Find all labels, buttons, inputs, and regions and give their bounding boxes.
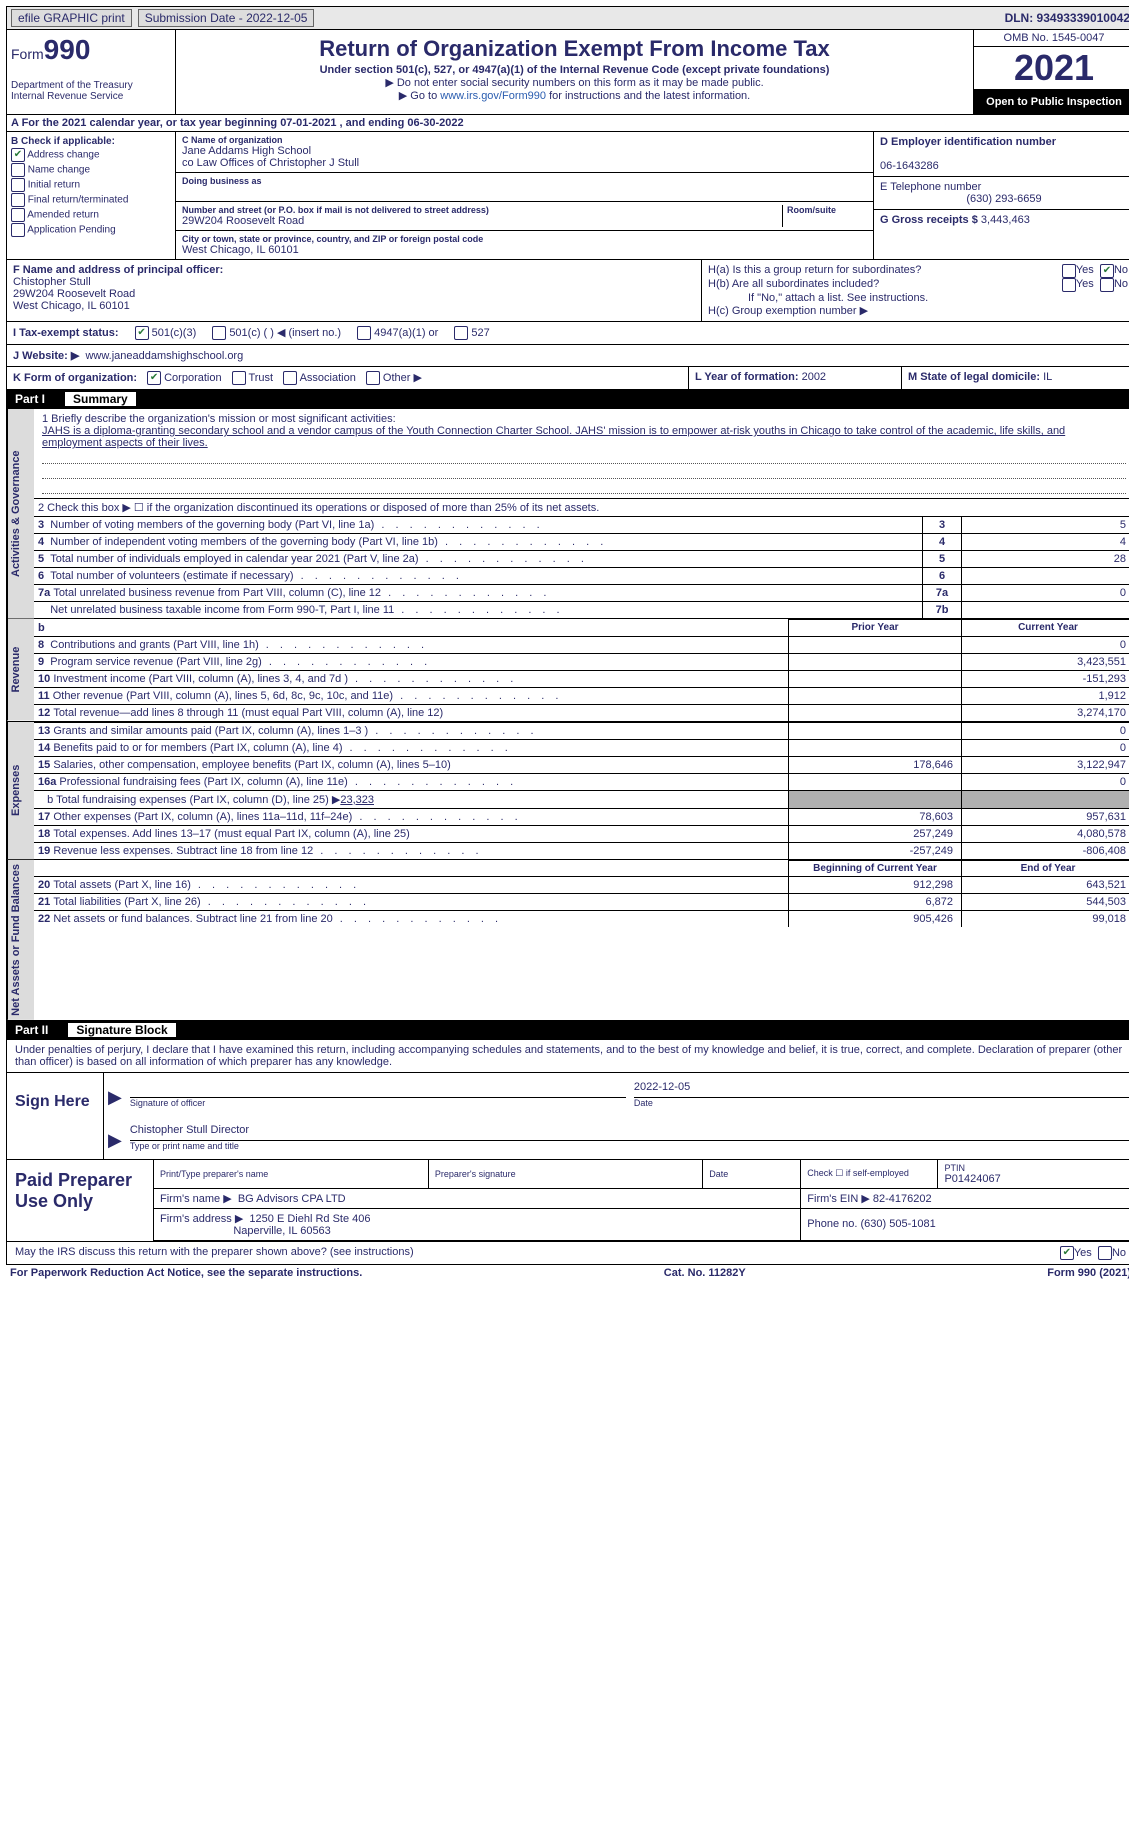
top-toolbar: efile GRAPHIC print Submission Date - 20… — [6, 6, 1129, 30]
association-checkbox[interactable] — [283, 371, 297, 385]
net-assets-tab: Net Assets or Fund Balances — [7, 860, 34, 1020]
expenses-table: 13 Grants and similar amounts paid (Part… — [34, 722, 1129, 859]
ha-yes-checkbox[interactable] — [1062, 264, 1076, 278]
ha-no-checkbox[interactable] — [1100, 264, 1114, 278]
other-checkbox[interactable] — [366, 371, 380, 385]
527-checkbox[interactable] — [454, 326, 468, 340]
sign-here-block: Sign Here ▶ Signature of officer 2022-12… — [6, 1073, 1129, 1160]
activities-governance-section: Activities & Governance 1 Briefly descri… — [6, 409, 1129, 619]
section-b: B Check if applicable: Address change Na… — [7, 132, 176, 259]
irs-link[interactable]: www.irs.gov/Form990 — [440, 90, 546, 102]
ein-value: 06-1643286 — [880, 160, 939, 172]
website-row: J Website: ▶ www.janeaddamshighschool.or… — [6, 345, 1129, 367]
discuss-no-checkbox[interactable] — [1098, 1246, 1112, 1260]
ssn-note: ▶ Do not enter social security numbers o… — [180, 76, 969, 89]
tax-year: 2021 — [974, 47, 1129, 90]
tax-year-line: A For the 2021 calendar year, or tax yea… — [6, 115, 1129, 132]
dln-label: DLN: 93493339010042 — [1005, 11, 1129, 25]
4947-checkbox[interactable] — [357, 326, 371, 340]
hb-no-checkbox[interactable] — [1100, 278, 1114, 292]
year-formation: 2002 — [802, 371, 826, 383]
application-pending-checkbox[interactable] — [11, 223, 25, 237]
org-name-2: co Law Offices of Christopher J Stull — [182, 157, 867, 169]
department-label: Department of the Treasury Internal Reve… — [11, 80, 171, 102]
expenses-tab: Expenses — [7, 722, 34, 859]
initial-return-checkbox[interactable] — [11, 178, 25, 192]
org-form-row: K Form of organization: Corporation Trus… — [6, 367, 1129, 390]
efile-print-button[interactable]: efile GRAPHIC print — [11, 9, 132, 27]
section-i: I Tax-exempt status: 501(c)(3) 501(c) ( … — [6, 322, 1129, 345]
mission-text: JAHS is a diploma-granting secondary sch… — [42, 425, 1126, 449]
part-ii-header: Part IISignature Block — [6, 1021, 1129, 1040]
form-subtitle: Under section 501(c), 527, or 4947(a)(1)… — [180, 64, 969, 76]
net-assets-table: Beginning of Current YearEnd of Year 20 … — [34, 860, 1129, 927]
telephone-value: (630) 293-6659 — [880, 193, 1128, 205]
submission-date-button[interactable]: Submission Date - 2022-12-05 — [138, 9, 315, 27]
open-to-public: Open to Public Inspection — [974, 90, 1129, 114]
expenses-section: Expenses 13 Grants and similar amounts p… — [6, 722, 1129, 860]
discuss-yes-checkbox[interactable] — [1060, 1246, 1074, 1260]
revenue-table: bPrior YearCurrent Year 8 Contributions … — [34, 619, 1129, 721]
gross-receipts-value: 3,443,463 — [981, 214, 1030, 226]
form-title: Return of Organization Exempt From Incom… — [180, 36, 969, 62]
officer-group-row: F Name and address of principal officer:… — [6, 260, 1129, 322]
governance-table: 2 Check this box ▶ ☐ if the organization… — [34, 498, 1129, 618]
final-return-checkbox[interactable] — [11, 193, 25, 207]
city-state-zip: West Chicago, IL 60101 — [182, 244, 867, 256]
activities-governance-tab: Activities & Governance — [7, 409, 34, 618]
discuss-row: May the IRS discuss this return with the… — [6, 1242, 1129, 1265]
501c3-checkbox[interactable] — [135, 326, 149, 340]
revenue-section: Revenue bPrior YearCurrent Year 8 Contri… — [6, 619, 1129, 722]
corporation-checkbox[interactable] — [147, 371, 161, 385]
name-change-checkbox[interactable] — [11, 163, 25, 177]
omb-number: OMB No. 1545-0047 — [974, 30, 1129, 47]
website-note: ▶ Go to www.irs.gov/Form990 for instruct… — [180, 89, 969, 102]
net-assets-section: Net Assets or Fund Balances Beginning of… — [6, 860, 1129, 1021]
perjury-statement: Under penalties of perjury, I declare th… — [6, 1040, 1129, 1073]
hb-yes-checkbox[interactable] — [1062, 278, 1076, 292]
section-h: H(a) Is this a group return for subordin… — [702, 260, 1129, 321]
website-value: www.janeaddamshighschool.org — [85, 350, 243, 362]
paid-preparer-block: Paid Preparer Use Only Print/Type prepar… — [6, 1160, 1129, 1242]
triangle-icon: ▶ — [108, 1087, 122, 1108]
entity-info-grid: B Check if applicable: Address change Na… — [6, 132, 1129, 260]
footer: For Paperwork Reduction Act Notice, see … — [6, 1265, 1129, 1281]
amended-return-checkbox[interactable] — [11, 208, 25, 222]
address-change-checkbox[interactable] — [11, 148, 25, 162]
form-number: Form990 — [11, 34, 171, 66]
section-f: F Name and address of principal officer:… — [7, 260, 702, 321]
state-domicile: IL — [1043, 371, 1052, 383]
section-c: C Name of organization Jane Addams High … — [176, 132, 873, 259]
part-i-header: Part ISummary — [6, 390, 1129, 409]
revenue-tab: Revenue — [7, 619, 34, 721]
triangle-icon: ▶ — [108, 1130, 122, 1151]
street-address: 29W204 Roosevelt Road — [182, 215, 782, 227]
501c-checkbox[interactable] — [212, 326, 226, 340]
section-d: D Employer identification number 06-1643… — [873, 132, 1129, 259]
trust-checkbox[interactable] — [232, 371, 246, 385]
form-header: Form990 Department of the Treasury Inter… — [6, 30, 1129, 115]
org-name-1: Jane Addams High School — [182, 145, 867, 157]
